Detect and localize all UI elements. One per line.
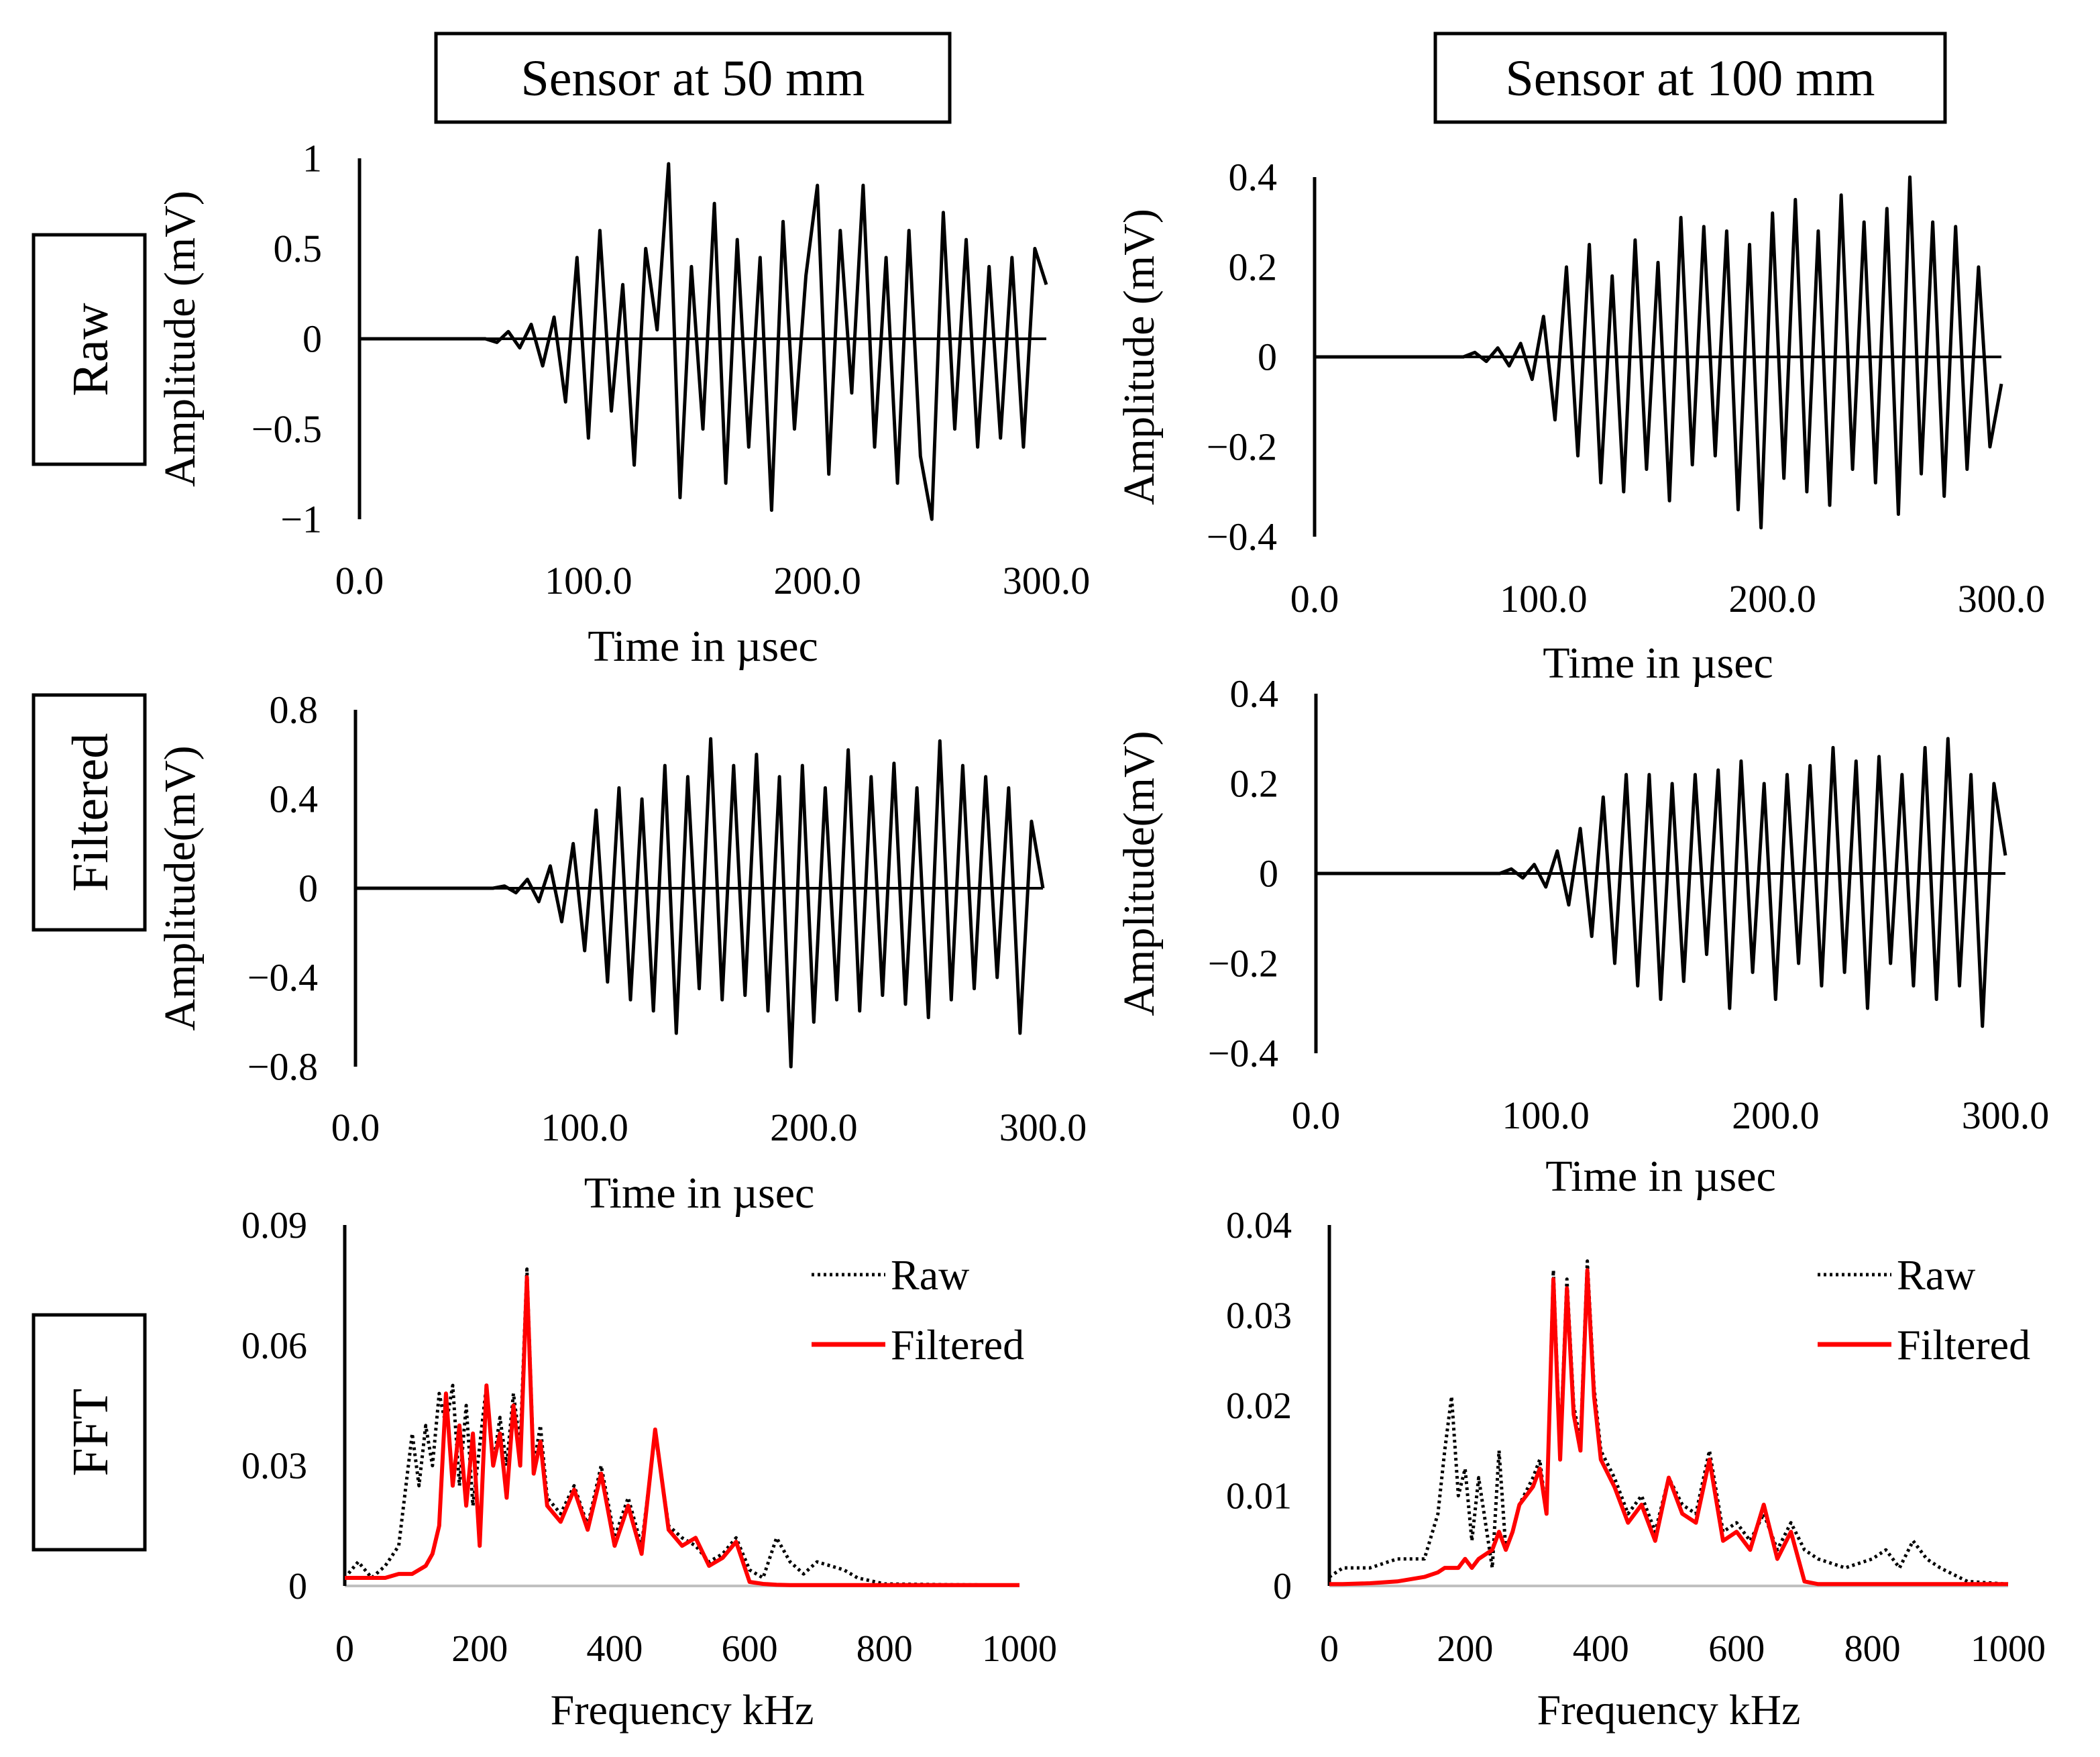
column-header-50mm-text: Sensor at 50 mm (521, 50, 865, 107)
y-axis-label: Amplitude(mV) (156, 745, 205, 1030)
y-tick-label: 0.4 (1230, 672, 1279, 716)
x-tick-label: 200.0 (773, 559, 861, 602)
x-tick-label: 300.0 (1958, 577, 2046, 621)
x-tick-label: 600 (1708, 1628, 1765, 1670)
y-axis-label: Amplitude (mV) (156, 191, 205, 487)
x-tick-label: 200 (1437, 1628, 1493, 1670)
row-label-filtered-text: Filtered (62, 733, 119, 892)
x-tick-label: 100.0 (1500, 577, 1588, 621)
y-tick-label: 0.4 (270, 778, 319, 821)
x-tick-label: 200.0 (1732, 1094, 1820, 1137)
y-tick-label: 0.02 (1226, 1385, 1292, 1427)
y-tick-label: 0.2 (1229, 246, 1278, 289)
x-tick-label: 200.0 (1728, 577, 1816, 621)
y-tick-label: −0.8 (247, 1045, 318, 1089)
x-axis-label: Time in µsec (1545, 1152, 1776, 1201)
column-header-50mm: Sensor at 50 mm (434, 32, 952, 124)
y-tick-label: 1 (302, 137, 322, 180)
x-tick-label: 400 (586, 1628, 643, 1670)
row-label-filtered: Filtered (32, 693, 147, 932)
series-line-trace (1316, 737, 2007, 1028)
y-tick-label: 0 (1258, 335, 1277, 379)
legend: Raw Filtered (1818, 1251, 2030, 1369)
x-tick-label: 200 (451, 1628, 508, 1670)
y-tick-label: 0.09 (241, 1205, 307, 1246)
column-header-100mm: Sensor at 100 mm (1433, 32, 1947, 124)
x-tick-label: 1000 (1971, 1628, 2046, 1670)
x-tick-label: 0 (335, 1628, 354, 1670)
series-line-trace (355, 737, 1045, 1069)
y-tick-label: −0.2 (1208, 942, 1278, 986)
y-tick-label: −0.4 (1207, 515, 1277, 559)
legend-label-filtered: Filtered (891, 1321, 1024, 1369)
y-tick-label: 0 (1273, 1566, 1292, 1607)
x-tick-label: 800 (856, 1628, 913, 1670)
x-tick-label: 0.0 (1290, 577, 1339, 621)
y-tick-label: 0.06 (241, 1325, 307, 1367)
row-label-fft-text: FFT (62, 1389, 119, 1477)
x-tick-label: 0.0 (335, 559, 384, 602)
y-axis-label: Amplitude(mV) (1115, 731, 1164, 1016)
x-tick-label: 300.0 (1003, 559, 1091, 602)
legend-label-filtered: Filtered (1897, 1321, 2030, 1369)
series-line-trace (1315, 175, 2003, 530)
row-label-raw: Raw (32, 233, 147, 466)
y-tick-label: 0.03 (1226, 1295, 1292, 1337)
legend-label-raw: Raw (1897, 1251, 1975, 1299)
legend-label-raw: Raw (891, 1251, 969, 1299)
x-axis-label: Time in µsec (1543, 639, 1773, 688)
x-tick-label: 100.0 (541, 1106, 628, 1149)
y-tick-label: 0.4 (1229, 156, 1278, 199)
chart-fft-50: 0 0.03 0.06 0.09 0 200 400 600 800 1000 Frequency … (241, 1205, 1057, 1734)
row-label-fft: FFT (32, 1313, 147, 1552)
series-line-raw (1328, 1259, 2009, 1586)
x-tick-label: 100.0 (1502, 1094, 1590, 1137)
y-tick-label: −0.4 (247, 956, 318, 1000)
y-tick-label: −0.5 (252, 407, 322, 451)
y-tick-label: −1 (280, 498, 322, 541)
y-tick-label: 0.5 (274, 227, 323, 270)
series-line-filtered (345, 1275, 1019, 1587)
y-tick-label: −0.2 (1207, 425, 1277, 469)
y-tick-label: 0 (302, 317, 322, 361)
x-tick-label: 200.0 (770, 1106, 858, 1149)
y-tick-label: −0.4 (1208, 1032, 1278, 1075)
x-tick-label: 1000 (982, 1628, 1057, 1670)
x-tick-label: 300.0 (999, 1106, 1087, 1149)
x-axis-label: Time in µsec (584, 1169, 815, 1218)
row-label-raw-text: Raw (62, 303, 119, 396)
y-tick-label: 0.03 (241, 1446, 307, 1487)
series-line-trace (360, 162, 1048, 521)
y-tick-label: 0.8 (270, 688, 319, 732)
chart-fft-100: 0 0.01 0.02 0.03 0.04 0 200 400 600 800 1000 Freque… (1226, 1205, 2046, 1734)
x-tick-label: 600 (722, 1628, 778, 1670)
y-tick-label: 0 (298, 867, 318, 910)
column-header-100mm-text: Sensor at 100 mm (1506, 50, 1875, 107)
x-tick-label: 800 (1844, 1628, 1901, 1670)
series-line-raw (343, 1267, 1020, 1587)
chart-raw-100: −0.4 −0.2 0 0.2 0.4 0.0 100.0 200.0 300.0 Time in… (1115, 156, 2045, 688)
x-axis-label: Frequency kHz (551, 1686, 814, 1734)
x-tick-label: 0.0 (1292, 1094, 1341, 1137)
y-tick-label: 0.2 (1230, 762, 1279, 806)
x-tick-label: 400 (1573, 1628, 1629, 1670)
x-tick-label: 100.0 (545, 559, 632, 602)
x-axis-label: Frequency kHz (1537, 1686, 1801, 1734)
x-axis-label: Time in µsec (588, 622, 818, 671)
chart-filtered-100: −0.4 −0.2 0 0.2 0.4 0.0 100.0 200.0 300.0 Time in… (1115, 672, 2049, 1201)
chart-filtered-50: −0.8 −0.4 0 0.4 0.8 0.0 100.0 200.0 300.0 Time in… (156, 688, 1087, 1218)
legend: Raw Filtered (812, 1251, 1024, 1369)
x-tick-label: 0 (1320, 1628, 1339, 1670)
chart-raw-50: −1 −0.5 0 0.5 1 0.0 100.0 200.0 300.0 Time in µse… (156, 137, 1090, 671)
x-tick-label: 300.0 (1962, 1094, 2050, 1137)
y-tick-label: 0 (288, 1566, 307, 1607)
y-tick-label: 0.04 (1226, 1205, 1292, 1246)
series-line-filtered (1329, 1268, 2008, 1587)
y-axis-label: Amplitude (mV) (1115, 209, 1164, 505)
y-tick-label: 0 (1259, 852, 1278, 896)
x-tick-label: 0.0 (331, 1106, 380, 1149)
y-tick-label: 0.01 (1226, 1476, 1292, 1518)
